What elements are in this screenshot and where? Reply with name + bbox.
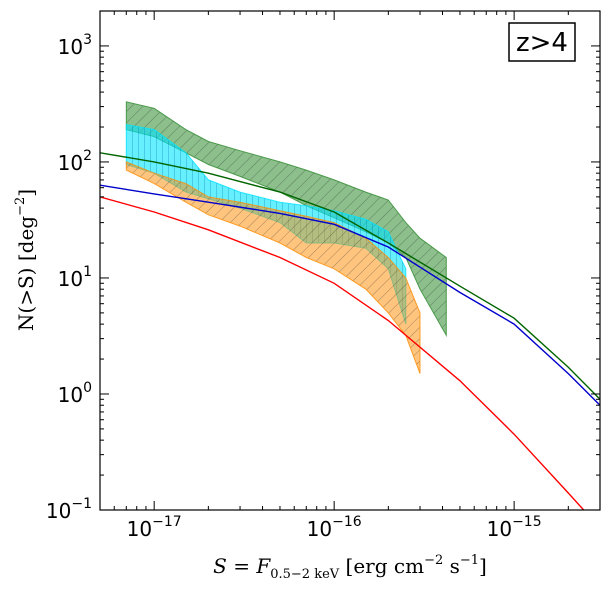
y-tick-exp: 0 bbox=[83, 380, 92, 396]
x-tick-exp: −16 bbox=[332, 514, 362, 530]
orange-band-hatch bbox=[125, 161, 421, 374]
annotation-box: z>4 bbox=[508, 22, 576, 62]
y-tick-base: 10 bbox=[46, 499, 71, 523]
y-tick-base: 10 bbox=[58, 383, 83, 407]
x-tick-label: 10−15 bbox=[487, 514, 542, 541]
y-axis-label: N(>S) [deg−2] bbox=[13, 189, 38, 331]
x-tick-label: 10−17 bbox=[127, 514, 182, 541]
model-green-line bbox=[100, 152, 600, 400]
green-band-hatch bbox=[125, 101, 447, 338]
y-tick-base: 10 bbox=[58, 267, 83, 291]
y-tick-label: 10−1 bbox=[46, 496, 92, 523]
plot-frame bbox=[99, 10, 601, 511]
lines-layer bbox=[100, 152, 600, 510]
x-tick-base: 10 bbox=[127, 517, 152, 541]
model-red-line bbox=[100, 196, 585, 510]
x-label-eq: = bbox=[227, 554, 256, 578]
y-tick-label: 103 bbox=[58, 32, 92, 59]
x-label-close: ] bbox=[479, 554, 487, 578]
x-label-sub: 0.5−2 keV bbox=[270, 567, 340, 582]
y-label-text: N(>S) [deg bbox=[14, 216, 38, 331]
x-tick-label: 10−16 bbox=[307, 514, 362, 541]
annotation-frame bbox=[508, 22, 576, 62]
y-label-close: ] bbox=[14, 189, 38, 197]
x-tick-base: 10 bbox=[487, 517, 512, 541]
y-tick-exp: 3 bbox=[83, 32, 92, 48]
y-tick-label: 101 bbox=[58, 264, 92, 291]
bands-layer bbox=[125, 101, 447, 374]
x-tick-base: 10 bbox=[307, 517, 332, 541]
x-label-f: F bbox=[255, 554, 271, 578]
y-tick-exp: 2 bbox=[83, 148, 92, 164]
y-tick-base: 10 bbox=[58, 35, 83, 59]
model-blue-line bbox=[100, 184, 600, 406]
x-label-lhs: S bbox=[213, 554, 227, 578]
y-tick-base: 10 bbox=[58, 151, 83, 175]
y-tick-label: 100 bbox=[58, 380, 92, 407]
y-tick-exp: 1 bbox=[83, 264, 92, 280]
x-tick-exp: −17 bbox=[152, 514, 182, 530]
x-tick-exp: −15 bbox=[512, 514, 542, 530]
annotation-label: z>4 bbox=[516, 28, 568, 58]
x-label-exp2: −1 bbox=[460, 553, 479, 568]
y-tick-exp: −1 bbox=[71, 496, 92, 512]
x-label-exp1: −2 bbox=[424, 553, 443, 568]
y-tick-label: 102 bbox=[58, 148, 92, 175]
x-label-s: s bbox=[443, 554, 460, 578]
x-label-units: [erg cm bbox=[339, 554, 424, 578]
y-label-exp: −2 bbox=[13, 197, 28, 216]
x-axis-label: S = F0.5−2 keV [erg cm−2 s−1] bbox=[213, 553, 487, 582]
